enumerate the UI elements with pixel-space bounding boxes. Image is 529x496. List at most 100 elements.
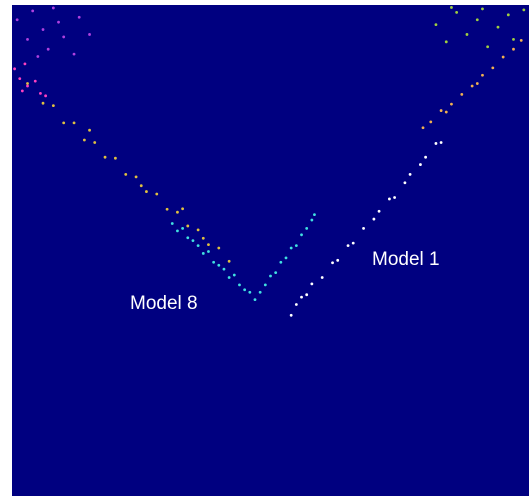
point <box>388 197 391 201</box>
point <box>419 163 422 166</box>
point <box>31 9 35 13</box>
point <box>310 218 314 222</box>
point <box>253 298 257 301</box>
point <box>491 66 495 70</box>
point <box>222 267 226 271</box>
point <box>470 84 474 88</box>
point <box>227 259 231 263</box>
point <box>455 10 459 14</box>
point <box>72 52 76 56</box>
point <box>310 282 314 286</box>
point <box>496 25 500 29</box>
point <box>181 227 185 230</box>
point <box>519 38 523 42</box>
point <box>403 181 407 185</box>
point <box>51 104 55 108</box>
point <box>46 47 50 51</box>
point <box>196 228 200 232</box>
point <box>439 109 443 112</box>
point <box>512 47 515 51</box>
point <box>284 256 288 260</box>
point <box>217 263 221 267</box>
point <box>522 8 526 12</box>
point <box>313 213 316 217</box>
point <box>62 35 66 39</box>
point <box>238 283 241 287</box>
point <box>88 33 91 36</box>
points <box>13 6 526 317</box>
point <box>305 227 309 230</box>
point <box>475 82 479 85</box>
point <box>181 207 185 211</box>
point <box>82 138 86 142</box>
point <box>57 20 60 24</box>
point <box>460 92 464 96</box>
point <box>44 94 48 98</box>
point <box>201 252 205 255</box>
point <box>124 172 128 176</box>
point <box>305 293 309 297</box>
annotation: Model 8 <box>130 293 198 314</box>
point <box>207 250 210 253</box>
point <box>72 121 76 125</box>
point <box>300 233 303 237</box>
point <box>279 260 283 264</box>
point <box>217 246 221 250</box>
point <box>450 102 453 106</box>
point <box>36 55 40 58</box>
point <box>39 91 42 95</box>
point <box>289 313 293 317</box>
point <box>165 207 169 211</box>
point <box>506 13 510 17</box>
point <box>186 236 190 240</box>
point <box>289 246 293 250</box>
point <box>186 224 190 228</box>
point <box>336 258 340 262</box>
point <box>155 192 159 196</box>
point <box>481 73 484 77</box>
point <box>439 141 443 144</box>
point <box>481 7 484 11</box>
point <box>15 18 19 22</box>
point <box>421 126 425 130</box>
point <box>103 155 107 159</box>
plot-background <box>12 5 529 496</box>
point <box>227 276 231 279</box>
point <box>26 84 29 88</box>
point <box>51 6 55 10</box>
point <box>191 239 195 243</box>
point <box>434 142 438 145</box>
point <box>212 260 216 264</box>
point <box>372 217 376 221</box>
point <box>475 18 479 22</box>
point <box>13 67 16 71</box>
point <box>258 290 262 294</box>
point <box>88 128 91 132</box>
point <box>444 40 448 44</box>
point <box>465 33 469 36</box>
point <box>114 156 117 160</box>
point <box>450 6 453 9</box>
point <box>263 283 267 287</box>
point <box>300 295 303 299</box>
point <box>393 196 396 199</box>
point <box>294 303 298 306</box>
point <box>139 184 143 188</box>
point <box>269 274 272 278</box>
point <box>232 273 236 277</box>
point <box>26 82 29 85</box>
point <box>512 37 515 41</box>
point <box>62 121 66 125</box>
point <box>501 55 505 59</box>
point <box>170 222 174 225</box>
point <box>346 244 350 247</box>
point <box>20 89 24 93</box>
point <box>362 227 365 230</box>
point <box>294 244 298 247</box>
point <box>486 45 490 49</box>
point <box>23 62 27 66</box>
point <box>248 290 252 294</box>
point <box>320 276 324 279</box>
point <box>41 101 45 105</box>
